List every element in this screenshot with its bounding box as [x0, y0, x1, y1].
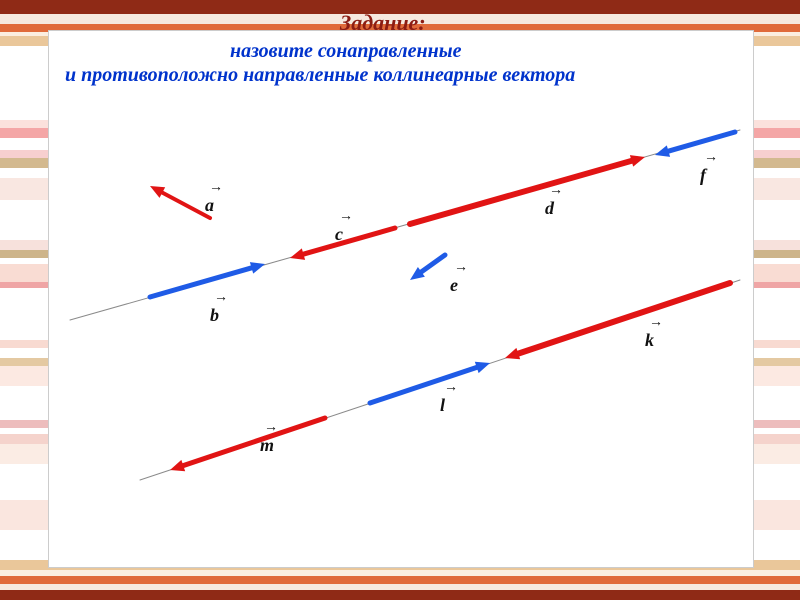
label-char: e — [450, 275, 458, 295]
label-a: →a — [205, 195, 214, 216]
label-m: →m — [260, 435, 274, 456]
label-char: f — [700, 165, 706, 185]
vector-arrow-over-icon: → — [444, 381, 458, 395]
vector-m — [170, 418, 325, 471]
label-c: →c — [335, 224, 343, 245]
label-char: l — [440, 395, 445, 415]
vector-b — [150, 262, 265, 297]
vector-arrow-over-icon: → — [704, 151, 718, 165]
label-char: k — [645, 330, 654, 350]
label-e: →e — [450, 275, 458, 296]
label-char: a — [205, 195, 214, 215]
vector-arrow-over-icon: → — [264, 421, 278, 435]
vector-diagram — [0, 0, 800, 600]
label-k: →k — [645, 330, 654, 351]
label-b: →b — [210, 305, 219, 326]
vector-arrow-over-icon: → — [339, 210, 353, 224]
stage: Задание: назовите сонаправленные и проти… — [0, 0, 800, 600]
label-char: c — [335, 224, 343, 244]
vector-k — [505, 283, 730, 359]
vector-a — [150, 186, 210, 218]
label-char: m — [260, 435, 274, 455]
vector-l — [370, 362, 490, 403]
label-f: →f — [700, 165, 706, 186]
label-d: →d — [545, 198, 554, 219]
vector-arrow-over-icon: → — [454, 261, 468, 275]
vector-arrow-over-icon: → — [214, 291, 228, 305]
label-char: d — [545, 198, 554, 218]
vector-arrow-over-icon: → — [649, 316, 663, 330]
label-char: b — [210, 305, 219, 325]
vector-f — [655, 132, 735, 157]
vector-arrow-over-icon: → — [549, 184, 563, 198]
label-l: →l — [440, 395, 445, 416]
vector-e — [410, 255, 445, 280]
vector-arrow-over-icon: → — [209, 181, 223, 195]
vector-d — [410, 155, 645, 224]
